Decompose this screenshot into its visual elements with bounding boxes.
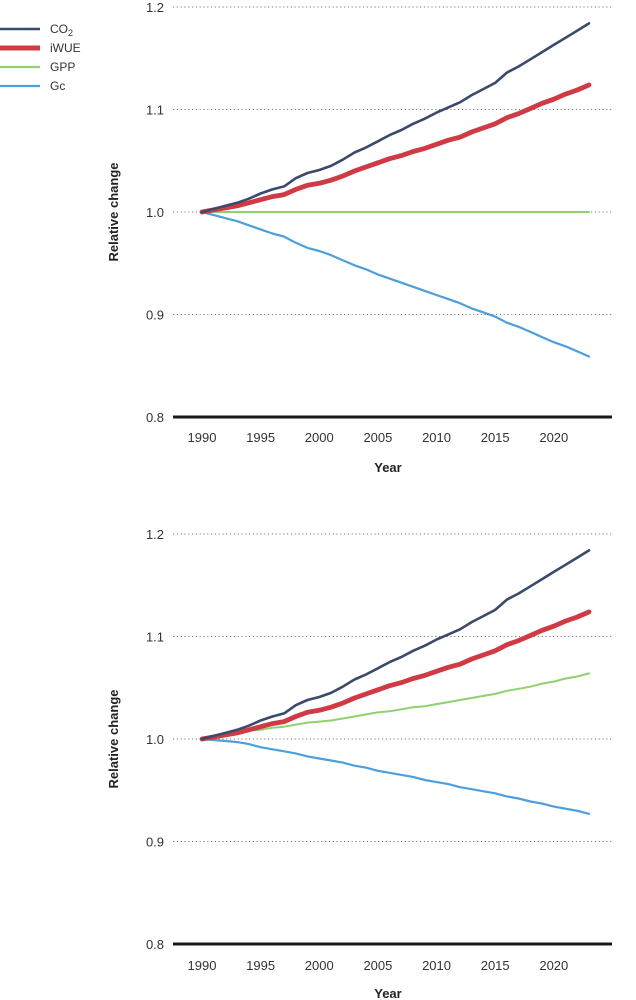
series-line-co2 bbox=[200, 549, 591, 741]
x-tick-label: 2000 bbox=[305, 430, 334, 445]
x-axis-title: Year bbox=[374, 986, 401, 1000]
x-tick-label: 2000 bbox=[305, 958, 334, 973]
series-line-iwue bbox=[199, 82, 592, 215]
legend-label-gpp: GPP bbox=[50, 60, 75, 74]
series-line-co2 bbox=[200, 22, 591, 214]
series-line-iwue bbox=[199, 609, 592, 742]
y-tick-label: 1.1 bbox=[146, 630, 164, 645]
y-tick-label: 0.8 bbox=[146, 937, 164, 952]
legend-label-co2: CO2 bbox=[50, 22, 73, 38]
y-tick-label: 0.9 bbox=[146, 308, 164, 323]
y-tick-label: 1.2 bbox=[146, 0, 164, 15]
y-axis-title: Relative change bbox=[106, 163, 121, 262]
x-tick-label: 2010 bbox=[422, 430, 451, 445]
y-tick-label: 1.0 bbox=[146, 732, 164, 747]
x-tick-label: 2020 bbox=[539, 958, 568, 973]
top-line-chart: 0.8 0.9 1.0 1.1 1.2 1990 1995 2000 2005 2010 2015 2… bbox=[106, 0, 612, 475]
y-axis-title: Relative change bbox=[106, 690, 121, 789]
legend-label-gc: Gc bbox=[50, 79, 65, 93]
series-line-gpp bbox=[201, 672, 590, 740]
legend-label-iwue: iWUE bbox=[50, 41, 81, 55]
y-tick-label: 1.0 bbox=[146, 205, 164, 220]
x-axis-title: Year bbox=[374, 460, 401, 475]
series-line-gc bbox=[200, 210, 591, 358]
x-tick-label: 2005 bbox=[363, 958, 392, 973]
x-tick-label: 2020 bbox=[539, 430, 568, 445]
x-tick-label: 1995 bbox=[246, 430, 275, 445]
y-tick-label: 1.1 bbox=[146, 103, 164, 118]
y-tick-label: 0.8 bbox=[146, 410, 164, 425]
series-line-gc bbox=[200, 737, 591, 815]
x-tick-label: 1990 bbox=[188, 430, 217, 445]
legend: CO2 iWUE GPP Gc bbox=[0, 22, 81, 93]
x-tick-label: 2010 bbox=[422, 958, 451, 973]
x-tick-label: 2005 bbox=[363, 430, 392, 445]
y-tick-label: 0.9 bbox=[146, 835, 164, 850]
x-tick-label: 1990 bbox=[188, 958, 217, 973]
x-tick-label: 2015 bbox=[481, 430, 510, 445]
y-tick-label: 1.2 bbox=[146, 527, 164, 542]
x-tick-label: 1995 bbox=[246, 958, 275, 973]
x-tick-label: 2015 bbox=[481, 958, 510, 973]
bottom-line-chart: 0.8 0.9 1.0 1.1 1.2 1990 1995 2000 2005 2010 2015 2… bbox=[106, 527, 612, 1000]
